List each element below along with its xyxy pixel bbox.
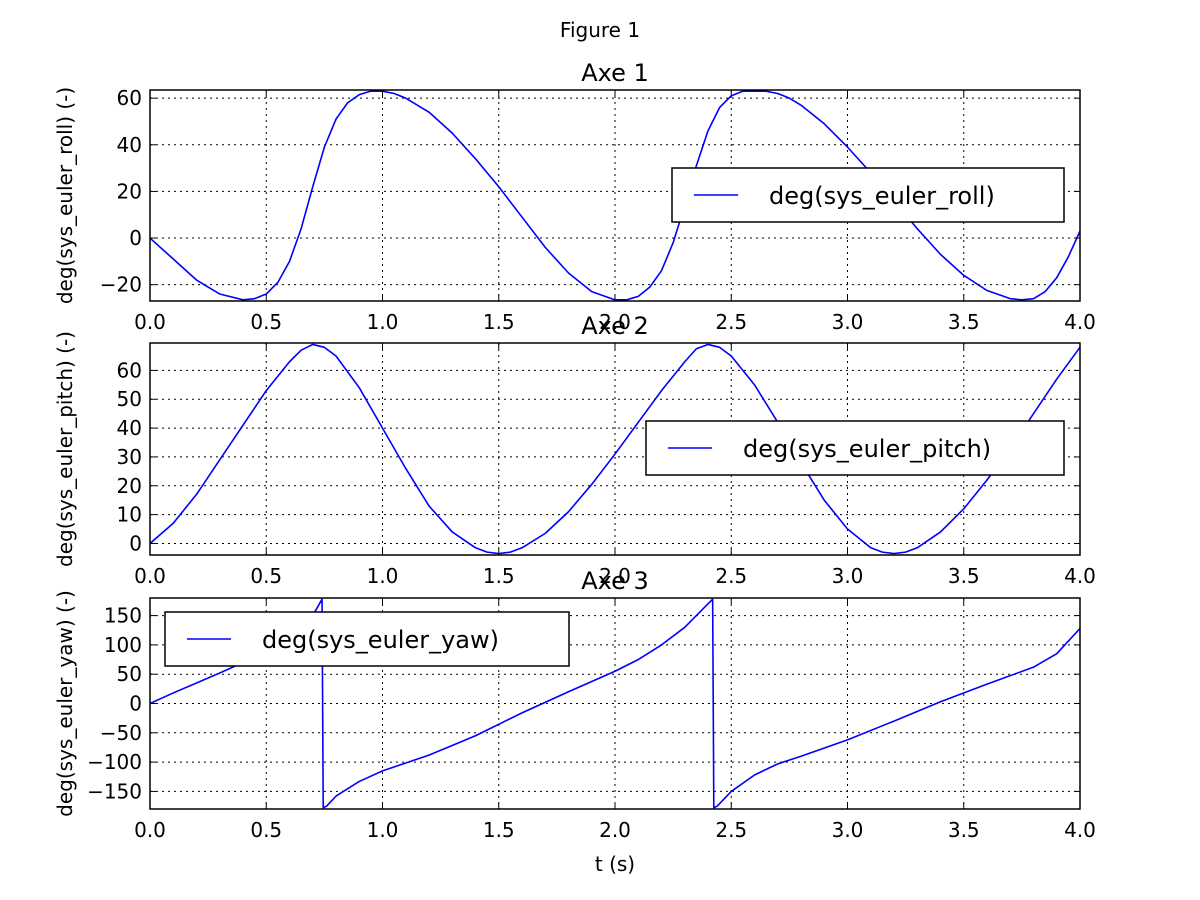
x-tick-label: 3.5 xyxy=(948,310,980,334)
y-tick-label: 40 xyxy=(117,416,142,440)
subplot-3: 0.0 0.5 1.0 1.5 2.0 2.5 3.0 3.5 4.0 −150 −100 −50 0 5… xyxy=(53,567,1096,876)
y-axis-label: deg(sys_euler_roll) (-) xyxy=(53,87,77,304)
legend: deg(sys_euler_roll) xyxy=(671,167,1065,223)
x-tick-label: 2.5 xyxy=(715,818,747,842)
y-tick-label: −20 xyxy=(100,273,142,297)
y-tick-label: 100 xyxy=(104,633,142,657)
x-tick-label: 1.5 xyxy=(483,564,515,588)
x-tick-label: 3.5 xyxy=(948,564,980,588)
figure-title: Figure 1 xyxy=(560,18,640,42)
y-tick-label: −50 xyxy=(100,721,142,745)
subplot-title: Axe 3 xyxy=(581,567,649,595)
x-tick-label: 0.5 xyxy=(250,310,282,334)
y-tick-label: 10 xyxy=(117,503,142,527)
y-tick-label: 30 xyxy=(117,445,142,469)
x-tick-label: 2.0 xyxy=(599,564,631,588)
x-tick-label: 0.5 xyxy=(250,818,282,842)
y-tick-label: 0 xyxy=(129,531,142,555)
x-tick-label: 3.0 xyxy=(832,564,864,588)
x-tick-label: 1.0 xyxy=(367,564,399,588)
series-line-1 xyxy=(150,90,1080,301)
y-tick-label: 50 xyxy=(117,387,142,411)
x-tick-label: 2.5 xyxy=(715,564,747,588)
x-tick-label: 3.5 xyxy=(948,818,980,842)
legend-box xyxy=(645,420,1065,476)
x-tick-label: 4.0 xyxy=(1064,818,1096,842)
x-tick-label: 2.0 xyxy=(599,310,631,334)
subplots: 0.0 0.5 1.0 1.5 2.0 2.5 3.0 3.5 4.0 −20 0 20 40 60 Axe… xyxy=(53,59,1096,876)
y-tick-label: 60 xyxy=(117,358,142,382)
x-tick-label: 3.0 xyxy=(832,310,864,334)
y-axis-label: deg(sys_euler_pitch) (-) xyxy=(53,331,77,567)
x-tick-label: 2.5 xyxy=(715,310,747,334)
x-tick-label: 1.0 xyxy=(367,310,399,334)
x-tick-label: 0.0 xyxy=(134,564,166,588)
legend: deg(sys_euler_yaw) xyxy=(164,611,570,667)
y-tick-label: −150 xyxy=(87,779,142,803)
subplot-2: 0.0 0.5 1.0 1.5 2.0 2.5 3.0 3.5 4.0 0 10 20 30 40 50 60… xyxy=(53,312,1096,588)
x-tick-label: 1.0 xyxy=(367,818,399,842)
y-axis-label: deg(sys_euler_yaw) (-) xyxy=(53,590,77,817)
x-tick-label: 1.5 xyxy=(483,818,515,842)
legend-label: deg(sys_euler_yaw) xyxy=(262,626,499,654)
y-tick-label: 60 xyxy=(117,86,142,110)
subplot-title: Axe 2 xyxy=(581,312,649,340)
y-tick-label: −100 xyxy=(87,750,142,774)
subplot-title: Axe 1 xyxy=(581,59,649,87)
y-tick-label: 40 xyxy=(117,133,142,157)
subplot-1: 0.0 0.5 1.0 1.5 2.0 2.5 3.0 3.5 4.0 −20 0 20 40 60 Axe… xyxy=(53,59,1096,334)
x-tick-label: 1.5 xyxy=(483,310,515,334)
y-tick-label: 0 xyxy=(129,226,142,250)
x-tick-label: 4.0 xyxy=(1064,310,1096,334)
y-tick-label: 0 xyxy=(129,692,142,716)
x-tick-label: 3.0 xyxy=(832,818,864,842)
legend-box xyxy=(164,611,570,667)
y-tick-label: 150 xyxy=(104,604,142,628)
x-tick-label: 2.0 xyxy=(599,818,631,842)
y-tick-label: 50 xyxy=(117,662,142,686)
x-axis-label: t (s) xyxy=(595,852,635,876)
x-tick-label: 0.0 xyxy=(134,310,166,334)
y-tick-label: 20 xyxy=(117,474,142,498)
legend-label: deg(sys_euler_roll) xyxy=(769,182,995,210)
legend-label: deg(sys_euler_pitch) xyxy=(743,435,991,463)
legend: deg(sys_euler_pitch) xyxy=(645,420,1065,476)
x-tick-label: 4.0 xyxy=(1064,564,1096,588)
x-tick-label: 0.0 xyxy=(134,818,166,842)
series-line-1 xyxy=(150,343,1080,555)
x-tick-label: 0.5 xyxy=(250,564,282,588)
y-tick-label: 20 xyxy=(117,179,142,203)
